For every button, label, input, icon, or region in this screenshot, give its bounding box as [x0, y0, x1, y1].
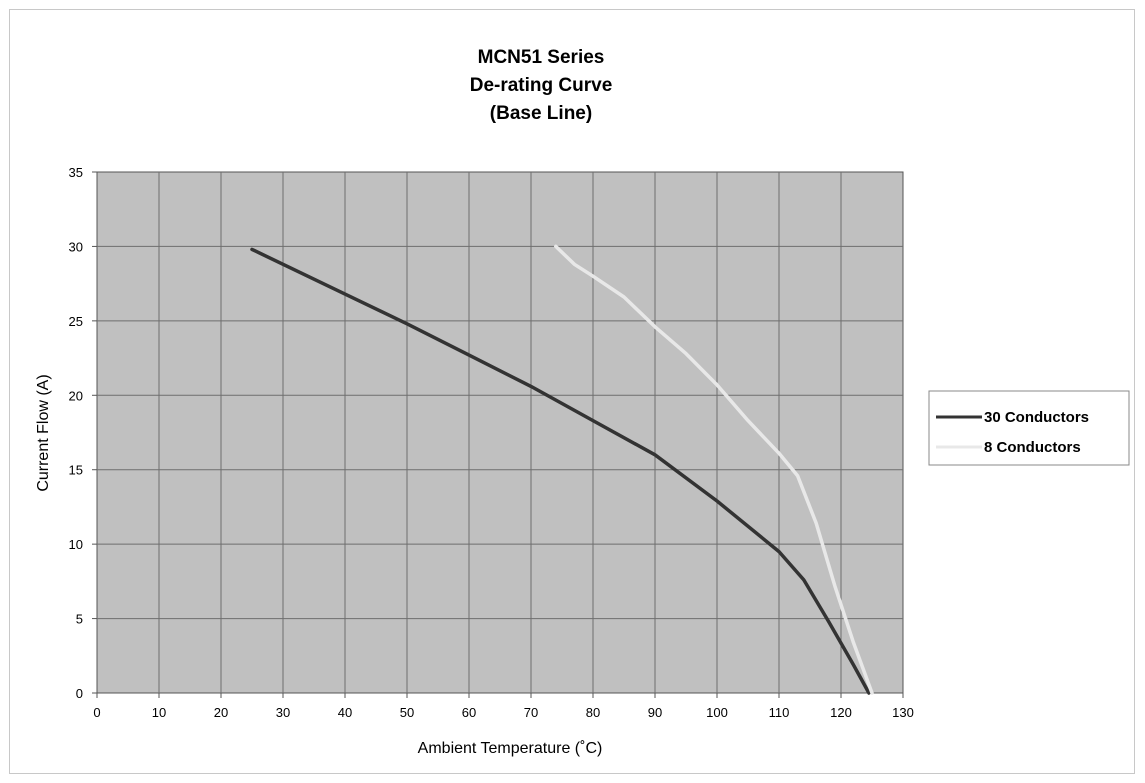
x-tick-label: 120	[830, 705, 852, 720]
x-tick-label: 30	[276, 705, 290, 720]
legend-label-30-conductors: 30 Conductors	[984, 409, 1089, 426]
x-axis-ticks: 0 10 20 30 40 50 60 70 80 90 100 110 120 130	[93, 693, 914, 720]
x-tick-label: 20	[214, 705, 228, 720]
chart-frame: MCN51 Series De-rating Curve (Base Line)…	[9, 9, 1135, 774]
y-tick-label: 30	[69, 239, 83, 254]
x-tick-label: 90	[648, 705, 662, 720]
y-tick-label: 10	[69, 537, 83, 552]
y-axis-ticks: 0 5 10 15 20 25 30 35	[69, 165, 97, 701]
y-tick-label: 0	[76, 686, 83, 701]
x-tick-label: 110	[769, 705, 790, 720]
series-line-8-conductors	[554, 244, 874, 695]
legend-label-8-conductors: 8 Conductors	[984, 439, 1081, 456]
x-tick-label: 100	[706, 705, 728, 720]
derating-chart: MCN51 Series De-rating Curve (Base Line)…	[35, 47, 1130, 757]
series-line-30-conductors	[250, 247, 871, 695]
chart-title-line-2: De-rating Curve	[470, 75, 613, 96]
x-tick-label: 70	[524, 705, 538, 720]
legend-box	[928, 390, 1130, 466]
y-tick-label: 5	[76, 612, 83, 627]
x-tick-label: 60	[462, 705, 476, 720]
x-axis-label: Ambient Temperature (˚C)	[418, 740, 603, 757]
series-layer	[250, 244, 874, 695]
x-tick-label: 0	[93, 705, 100, 720]
y-tick-label: 35	[69, 165, 83, 180]
chart-title-line-1: MCN51 Series	[478, 47, 605, 68]
x-tick-label: 50	[400, 705, 414, 720]
y-tick-label: 20	[69, 388, 83, 403]
y-tick-label: 15	[69, 463, 83, 478]
chart-title-line-3: (Base Line)	[490, 103, 592, 124]
chart-title: MCN51 Series De-rating Curve (Base Line)	[470, 47, 613, 124]
y-tick-label: 25	[69, 314, 83, 329]
y-axis-label: Current Flow (A)	[35, 374, 52, 491]
x-tick-label: 130	[892, 705, 914, 720]
legend: 30 Conductors 8 Conductors	[928, 390, 1130, 466]
x-tick-label: 80	[586, 705, 600, 720]
x-tick-label: 40	[338, 705, 352, 720]
plot-area	[96, 171, 904, 694]
x-tick-label: 10	[152, 705, 166, 720]
